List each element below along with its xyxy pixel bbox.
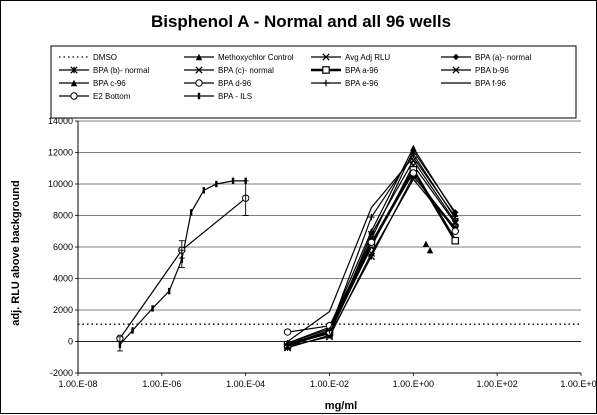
data-point bbox=[367, 249, 376, 257]
series-line bbox=[119, 180, 246, 345]
x-tick-label: 1.00.E+02 bbox=[477, 379, 518, 389]
series-line bbox=[287, 178, 456, 347]
data-point bbox=[283, 328, 292, 336]
legend-label: BPA f-96 bbox=[475, 79, 507, 88]
series-line bbox=[119, 197, 247, 339]
y-axis-label: adj. RLU above background bbox=[10, 180, 22, 325]
legend-label: BPA (b)- normal bbox=[93, 66, 150, 75]
data-point bbox=[168, 287, 171, 295]
x-tick-label: 1.00.E-02 bbox=[310, 379, 349, 389]
y-tick-label: -2000 bbox=[50, 368, 73, 378]
legend-entry: Methoxychlor Control bbox=[184, 53, 294, 62]
series-line bbox=[287, 156, 456, 342]
legend-entry: Avg Adj RLU bbox=[311, 53, 390, 62]
axes bbox=[75, 120, 582, 376]
data-point bbox=[284, 341, 291, 348]
data-point bbox=[151, 305, 154, 312]
data-point bbox=[451, 227, 459, 235]
data-point bbox=[131, 327, 134, 334]
legend-marker bbox=[195, 79, 203, 87]
chart-title: Bisphenol A - Normal and all 96 wells bbox=[151, 12, 451, 31]
data-point bbox=[409, 169, 418, 177]
y-tick-label: 4000 bbox=[53, 274, 73, 284]
legend-marker bbox=[70, 66, 78, 74]
data-point bbox=[367, 238, 376, 246]
x-tick-label: 1.00.E-04 bbox=[226, 379, 265, 389]
y-tick-label: 12000 bbox=[48, 148, 73, 158]
data-point bbox=[231, 177, 235, 185]
x-tick-label: 1.00.E+04 bbox=[560, 379, 597, 389]
series-layer bbox=[78, 144, 581, 352]
y-tick-label: 2000 bbox=[53, 305, 73, 315]
legend-entry: BPA (c)- normal bbox=[184, 66, 274, 75]
series-line bbox=[287, 175, 456, 349]
legend-label: BPA - ILS bbox=[218, 92, 252, 101]
data-point bbox=[426, 246, 434, 254]
legend-entry: DMSO bbox=[59, 53, 117, 62]
x-tick-label: 1.00.E-08 bbox=[58, 379, 97, 389]
legend-entry: BPA (a)- normal bbox=[441, 53, 532, 62]
data-point bbox=[215, 180, 218, 188]
data-point bbox=[410, 144, 417, 151]
legend-label: DMSO bbox=[93, 53, 117, 62]
legend-marker bbox=[195, 66, 203, 74]
legend-marker bbox=[322, 79, 330, 87]
error-bar bbox=[116, 336, 123, 352]
legend-marker bbox=[195, 53, 203, 61]
legend-marker bbox=[452, 66, 460, 74]
legend-box bbox=[50, 45, 577, 119]
legend-entry: BPA f-96 bbox=[441, 79, 507, 88]
legend-marker bbox=[322, 66, 330, 74]
legend-label: BPA a-96 bbox=[345, 66, 379, 75]
legend-label: BPA (a)- normal bbox=[475, 53, 532, 62]
legend-label: PBA b-96 bbox=[475, 66, 509, 75]
legend-entry: BPA - ILS bbox=[184, 92, 252, 101]
data-point bbox=[368, 228, 375, 235]
legend-label: Avg Adj RLU bbox=[345, 53, 390, 62]
legend-marker bbox=[197, 92, 201, 100]
legend-label: BPA c-96 bbox=[93, 79, 126, 88]
legend: DMSO Methoxychlor Control Avg Adj RLU BPA (… bbox=[59, 53, 532, 101]
data-point bbox=[422, 240, 430, 248]
legend-entry: PBA b-96 bbox=[441, 66, 509, 75]
legend-entry: E2 Bottom bbox=[59, 92, 131, 101]
legend-marker bbox=[70, 79, 78, 87]
legend-marker bbox=[322, 53, 330, 61]
legend-label: Methoxychlor Control bbox=[218, 53, 294, 62]
legend-marker bbox=[452, 53, 460, 61]
legend-entry: BPA e-96 bbox=[311, 79, 379, 88]
legend-entry: BPA a-96 bbox=[311, 66, 379, 75]
error-bar bbox=[178, 240, 185, 259]
x-tick-label: 1.00.E+00 bbox=[393, 379, 434, 389]
data-point bbox=[202, 187, 205, 194]
legend-label: E2 Bottom bbox=[93, 92, 131, 101]
legend-label: BPA (c)- normal bbox=[218, 66, 274, 75]
data-point bbox=[326, 327, 333, 334]
legend-marker bbox=[70, 92, 78, 100]
y-tick-label: 6000 bbox=[53, 242, 73, 252]
legend-label: BPA e-96 bbox=[345, 79, 379, 88]
y-tick-label: 8000 bbox=[53, 211, 73, 221]
y-tick-label: 14000 bbox=[48, 116, 73, 126]
data-point bbox=[368, 213, 375, 221]
legend-entry: BPA (b)- normal bbox=[59, 66, 150, 75]
error-bar bbox=[242, 180, 249, 216]
data-point bbox=[410, 150, 417, 158]
tick-labels: -2000 0 2000 4000 6000 8000 10000 12000 14000 1.0… bbox=[48, 116, 597, 389]
x-tick-label: 1.00.E-06 bbox=[142, 379, 181, 389]
y-tick-label: 10000 bbox=[48, 179, 73, 189]
y-tick-label: 0 bbox=[68, 337, 73, 347]
x-axis-label: mg/ml bbox=[325, 400, 357, 412]
data-point bbox=[451, 236, 460, 245]
data-point bbox=[325, 333, 334, 341]
data-point bbox=[189, 209, 193, 216]
legend-entry: BPA c-96 bbox=[59, 79, 126, 88]
legend-entry: BPA d-96 bbox=[184, 79, 252, 88]
legend-label: BPA d-96 bbox=[218, 79, 252, 88]
